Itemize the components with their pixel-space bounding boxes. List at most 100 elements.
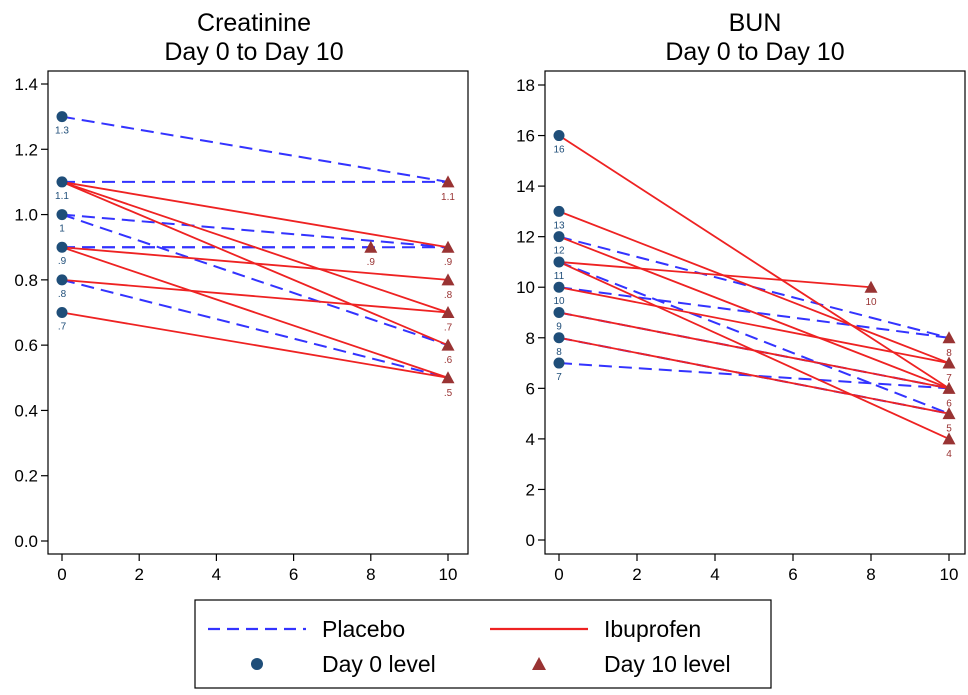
creatinine-day10-label: .8 — [444, 290, 453, 301]
bun-xtick-label: 4 — [710, 565, 719, 584]
bun-day0-marker — [553, 332, 565, 344]
creatinine-day0-marker — [56, 209, 68, 221]
bun-day0-label: 10 — [553, 296, 565, 307]
bun-day10-marker — [942, 356, 956, 369]
bun-day0-marker — [553, 256, 565, 268]
legend-day0-marker — [251, 658, 263, 670]
legend-box — [194, 599, 772, 689]
creatinine-day10-marker — [441, 338, 455, 351]
creatinine-day0-marker — [56, 307, 68, 318]
bun-lines — [558, 134, 950, 440]
creatinine-day10-marker — [364, 240, 378, 253]
bun-day0-marker — [553, 231, 565, 243]
bun-panel: BUN Day 0 to Day 10 0 2 4 6 8 10 12 14 16 18 0 2 4 6… — [516, 9, 966, 584]
creatinine-placebo-line — [61, 213, 449, 347]
creatinine-ibuprofen-line — [61, 278, 449, 314]
creatinine-day10-label: .9 — [367, 257, 376, 268]
creatinine-ibuprofen-line — [61, 181, 449, 249]
creatinine-xtick-label: 0 — [57, 565, 66, 584]
bun-day0-label: 9 — [556, 322, 562, 333]
creatinine-day0-marker — [56, 176, 68, 188]
creatinine-day0-label: 1.1 — [55, 191, 69, 202]
bun-day10-label: 8 — [946, 348, 952, 359]
bun-day0-label: 11 — [554, 271, 565, 282]
bun-ibuprofen-line — [558, 311, 950, 390]
bun-y-axis: 0 2 4 6 8 10 12 14 16 18 — [516, 76, 545, 550]
creatinine-ytick-label: 0.8 — [14, 271, 38, 290]
creatinine-title: Creatinine — [197, 9, 311, 37]
creatinine-xtick-label: 2 — [134, 565, 143, 584]
bun-title: BUN — [729, 9, 782, 37]
creatinine-day0-marker — [56, 111, 68, 123]
creatinine-ibuprofen-line — [61, 181, 449, 314]
bun-day10-marker — [942, 331, 956, 344]
creatinine-day10-marker — [441, 175, 455, 188]
bun-ytick-label: 14 — [516, 177, 535, 196]
creatinine-day0-marker — [56, 241, 68, 253]
creatinine-xtick-label: 6 — [289, 565, 298, 584]
bun-ytick-label: 12 — [516, 228, 535, 247]
creatinine-ibuprofen-line — [61, 311, 449, 379]
bun-ytick-label: 8 — [526, 329, 535, 348]
creatinine-day0-label: .8 — [58, 289, 67, 300]
bun-ibuprofen-line — [558, 261, 872, 289]
bun-placebo-line — [558, 261, 950, 415]
creatinine-day0-label: 1.3 — [55, 126, 69, 137]
creatinine-ytick-label: 1.2 — [14, 140, 38, 159]
legend-ibuprofen-label: Ibuprofen — [604, 616, 701, 642]
creatinine-ibuprofen-line — [61, 246, 449, 379]
creatinine-day0-label: 1 — [59, 224, 65, 235]
bun-day10-label: 4 — [946, 449, 952, 460]
bun-ytick-label: 4 — [526, 430, 535, 449]
bun-markers: 16 13 12 11 10 9 8 7 10 8 7 6 5 4 — [553, 130, 956, 460]
creatinine-day10-marker — [441, 371, 455, 384]
creatinine-ytick-label: 0.6 — [14, 336, 38, 355]
bun-day10-label: 10 — [865, 297, 877, 308]
legend-day10-marker — [532, 657, 546, 670]
creatinine-day10-marker — [441, 306, 455, 318]
bun-day0-label: 7 — [556, 372, 562, 383]
bun-day10-marker — [942, 407, 956, 420]
creatinine-lines — [61, 115, 449, 379]
legend-placebo-label: Placebo — [322, 616, 405, 642]
bun-x-axis: 0 2 4 6 8 10 — [554, 554, 958, 584]
bun-ibuprofen-line — [558, 286, 950, 364]
legend-day0-label: Day 0 level — [322, 651, 436, 677]
bun-day0-marker — [553, 281, 565, 293]
bun-plot-frame — [544, 70, 966, 555]
creatinine-ytick-label: 1.4 — [14, 75, 38, 94]
legend-day10-label: Day 10 level — [604, 651, 731, 677]
creatinine-day10-marker — [441, 240, 455, 253]
bun-day0-label: 12 — [553, 246, 565, 257]
creatinine-day10-label: 1.1 — [441, 192, 455, 203]
bun-xtick-label: 0 — [554, 565, 563, 584]
creatinine-y-axis: 0.0 0.2 0.4 0.6 0.8 1.0 1.2 1.4 — [14, 75, 48, 551]
bun-ibuprofen-line — [558, 336, 950, 415]
bun-ytick-label: 18 — [516, 76, 535, 95]
creatinine-plot-frame — [47, 70, 469, 555]
bun-ytick-label: 6 — [526, 379, 535, 398]
bun-xtick-label: 6 — [788, 565, 797, 584]
bun-day10-marker — [864, 280, 878, 293]
bun-xtick-label: 8 — [866, 565, 875, 584]
creatinine-placebo-line — [61, 213, 449, 249]
bun-day0-label: 13 — [553, 220, 565, 231]
bun-ibuprofen-line — [558, 134, 950, 390]
creatinine-ibuprofen-line — [61, 246, 449, 281]
bun-day10-marker — [942, 381, 956, 394]
creatinine-x-axis: 0 2 4 6 8 10 — [57, 554, 457, 584]
creatinine-day0-label: .9 — [58, 256, 67, 267]
creatinine-ytick-label: 1.0 — [14, 206, 38, 225]
bun-ytick-label: 0 — [526, 531, 535, 550]
bun-ibuprofen-line — [558, 210, 950, 364]
creatinine-placebo-line — [61, 115, 449, 183]
bun-day0-marker — [553, 205, 565, 217]
creatinine-day0-marker — [56, 274, 68, 286]
bun-day0-marker — [553, 357, 565, 369]
creatinine-xtick-label: 10 — [439, 565, 458, 584]
bun-ytick-label: 10 — [516, 278, 535, 297]
bun-day10-label: 6 — [946, 398, 952, 409]
bun-ytick-label: 2 — [526, 480, 535, 499]
